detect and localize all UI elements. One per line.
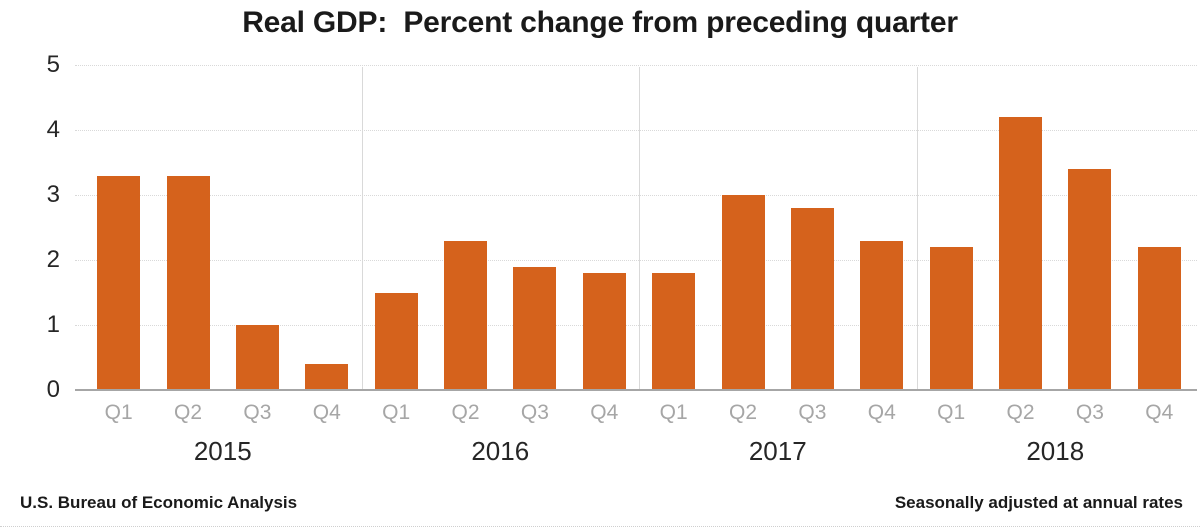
bar-slot-2015-Q2 <box>153 65 222 390</box>
bar-2016-Q2 <box>444 240 488 390</box>
bar-2017-Q4 <box>860 240 904 390</box>
adjustment-note: Seasonally adjusted at annual rates <box>894 493 1183 512</box>
bar-2015-Q3 <box>235 325 279 390</box>
bar-slot-2015-Q3 <box>223 65 292 390</box>
year-group-2018 <box>917 65 1195 390</box>
bar-2017-Q3 <box>790 208 834 390</box>
year-separator-1 <box>361 67 363 390</box>
bar-2015-Q4 <box>305 364 349 390</box>
y-tick-label-1: 1 <box>46 311 60 338</box>
quarter-label-2017-Q2: Q2 <box>729 401 758 424</box>
gridline-2 <box>75 260 1197 261</box>
plot-area <box>75 65 1197 391</box>
bar-2018-Q3 <box>1068 169 1112 390</box>
bar-slot-2018-Q4 <box>1125 65 1194 390</box>
gridline-4 <box>75 130 1197 131</box>
gridline-3 <box>75 195 1197 196</box>
y-tick-label-5: 5 <box>46 51 60 78</box>
year-group-2016 <box>362 65 640 390</box>
bar-2017-Q1 <box>652 273 696 390</box>
quarter-label-2017-Q4: Q4 <box>867 401 896 424</box>
quarter-label-2015-Q1: Q1 <box>104 401 133 424</box>
bar-slot-2017-Q4 <box>847 65 916 390</box>
bar-slot-2016-Q3 <box>500 65 569 390</box>
bar-slot-2016-Q1 <box>362 65 431 390</box>
y-tick-label-0: 0 <box>46 376 60 403</box>
bar-2017-Q2 <box>721 195 765 390</box>
quarter-label-2018-Q2: Q2 <box>1006 401 1035 424</box>
bar-slot-2018-Q2 <box>986 65 1055 390</box>
bar-2015-Q1 <box>97 175 141 390</box>
bar-2016-Q4 <box>582 273 626 390</box>
y-tick-label-4: 4 <box>46 116 60 143</box>
bar-2016-Q1 <box>374 292 418 390</box>
quarter-label-2016-Q4: Q4 <box>590 401 619 424</box>
bar-slot-2015-Q1 <box>84 65 153 390</box>
quarter-label-2016-Q2: Q2 <box>451 401 480 424</box>
bar-2018-Q4 <box>1137 247 1181 390</box>
year-group-2015 <box>84 65 362 390</box>
y-axis: 5 4 3 2 1 0 <box>0 53 60 402</box>
quarter-label-2015-Q4: Q4 <box>312 401 341 424</box>
bar-slot-2017-Q3 <box>778 65 847 390</box>
bars-layer <box>84 65 1194 390</box>
quarter-label-2015-Q3: Q3 <box>243 401 272 424</box>
quarter-group-2017: Q1 Q2 Q3 Q4 <box>639 398 917 428</box>
bar-slot-2017-Q1 <box>639 65 708 390</box>
bar-2018-Q2 <box>999 117 1043 390</box>
quarter-label-2018-Q1: Q1 <box>937 401 966 424</box>
bar-slot-2018-Q1 <box>917 65 986 390</box>
x-axis-labels: Q1 Q2 Q3 Q4 Q1 Q2 Q3 Q4 Q1 Q2 Q3 Q4 Q1 Q2 Q3 Q4 2015 201… <box>84 398 1194 468</box>
bar-slot-2018-Q3 <box>1055 65 1124 390</box>
bar-2016-Q3 <box>513 266 557 390</box>
quarter-label-row: Q1 Q2 Q3 Q4 Q1 Q2 Q3 Q4 Q1 Q2 Q3 Q4 Q1 Q2 Q3 Q4 <box>84 398 1194 428</box>
y-tick-label-3: 3 <box>46 181 60 208</box>
year-label-2015: 2015 <box>193 436 252 466</box>
quarter-group-2016: Q1 Q2 Q3 Q4 <box>362 398 640 428</box>
quarter-label-2016-Q1: Q1 <box>382 401 411 424</box>
quarter-label-2018-Q4: Q4 <box>1145 401 1174 424</box>
year-label-2016: 2016 <box>471 436 530 466</box>
bar-slot-2016-Q4 <box>570 65 639 390</box>
gridline-1 <box>75 325 1197 326</box>
quarter-label-2017-Q3: Q3 <box>798 401 827 424</box>
quarter-label-2015-Q2: Q2 <box>174 401 203 424</box>
year-group-2017 <box>639 65 917 390</box>
bar-slot-2016-Q2 <box>431 65 500 390</box>
quarter-label-2018-Q3: Q3 <box>1075 401 1104 424</box>
y-tick-label-2: 2 <box>46 246 60 273</box>
chart-title: Real GDP: Percent change from preceding … <box>242 6 958 39</box>
bar-2015-Q2 <box>166 175 210 390</box>
bottom-divider <box>0 526 1200 527</box>
quarter-group-2018: Q1 Q2 Q3 Q4 <box>917 398 1195 428</box>
year-separator-2 <box>639 67 640 390</box>
source-attribution: U.S. Bureau of Economic Analysis <box>20 493 298 512</box>
bar-slot-2015-Q4 <box>292 65 361 390</box>
year-label-row: 2015 2016 2017 2018 <box>84 434 1194 468</box>
gridline-5 <box>75 65 1197 66</box>
quarter-label-2017-Q1: Q1 <box>659 401 688 424</box>
bar-slot-2017-Q2 <box>708 65 777 390</box>
x-axis-line <box>75 389 1197 391</box>
year-separator-3 <box>916 67 918 390</box>
bar-2018-Q1 <box>929 247 973 390</box>
quarter-group-2015: Q1 Q2 Q3 Q4 <box>84 398 362 428</box>
quarter-label-2016-Q3: Q3 <box>520 401 549 424</box>
year-label-2018: 2018 <box>1026 436 1085 466</box>
year-label-2017: 2017 <box>748 436 807 466</box>
